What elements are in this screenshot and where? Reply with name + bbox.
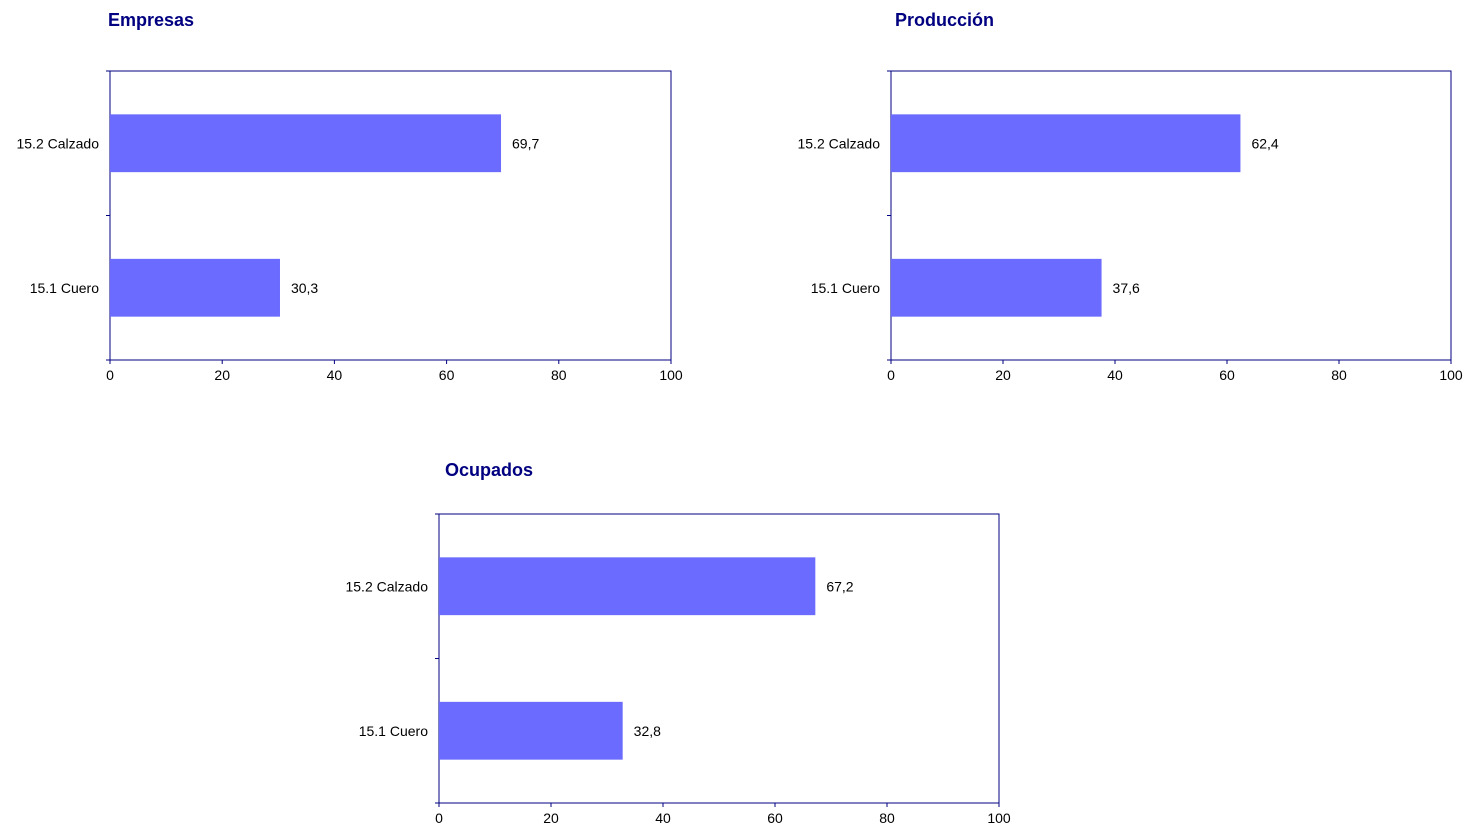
data-label-empresas: 30,3 [291,280,318,296]
x-tick-label-empresas: 20 [214,367,230,383]
x-tick-label-ocupados: 20 [543,810,559,826]
x-tick-label-ocupados: 0 [435,810,443,826]
x-tick-label-produccion: 100 [1439,367,1463,383]
data-label-produccion: 62,4 [1251,135,1278,151]
data-label-produccion: 37,6 [1113,280,1140,296]
x-tick-label-empresas: 40 [327,367,343,383]
data-label-ocupados: 32,8 [634,723,661,739]
x-tick-label-empresas: 0 [106,367,114,383]
x-tick-label-produccion: 80 [1331,367,1347,383]
category-label-produccion: 15.1 Cuero [811,280,880,296]
bar-ocupados-1 [439,701,623,760]
x-tick-label-ocupados: 80 [879,810,895,826]
x-tick-label-ocupados: 100 [987,810,1011,826]
x-tick-label-produccion: 40 [1107,367,1123,383]
bar-empresas-0 [110,114,502,173]
chart-ocupados-title: Ocupados [445,460,534,480]
x-tick-label-empresas: 60 [439,367,455,383]
category-label-ocupados: 15.1 Cuero [359,723,428,739]
bar-produccion-0 [891,114,1241,173]
x-tick-label-produccion: 60 [1219,367,1235,383]
category-label-empresas: 15.2 Calzado [16,135,99,151]
bar-ocupados-0 [439,557,816,616]
x-tick-label-ocupados: 60 [767,810,783,826]
x-tick-label-empresas: 100 [659,367,683,383]
category-label-produccion: 15.2 Calzado [797,135,880,151]
bar-empresas-1 [110,258,280,317]
chart-empresas-title: Empresas [108,10,195,30]
x-tick-label-produccion: 0 [887,367,895,383]
x-tick-label-empresas: 80 [551,367,567,383]
category-label-ocupados: 15.2 Calzado [345,578,428,594]
category-label-empresas: 15.1 Cuero [30,280,99,296]
chart-produccion-title: Producción [895,10,995,30]
bar-produccion-1 [891,258,1102,317]
data-label-empresas: 69,7 [512,135,539,151]
x-tick-label-ocupados: 40 [655,810,671,826]
data-label-ocupados: 67,2 [826,578,853,594]
x-tick-label-produccion: 20 [995,367,1011,383]
